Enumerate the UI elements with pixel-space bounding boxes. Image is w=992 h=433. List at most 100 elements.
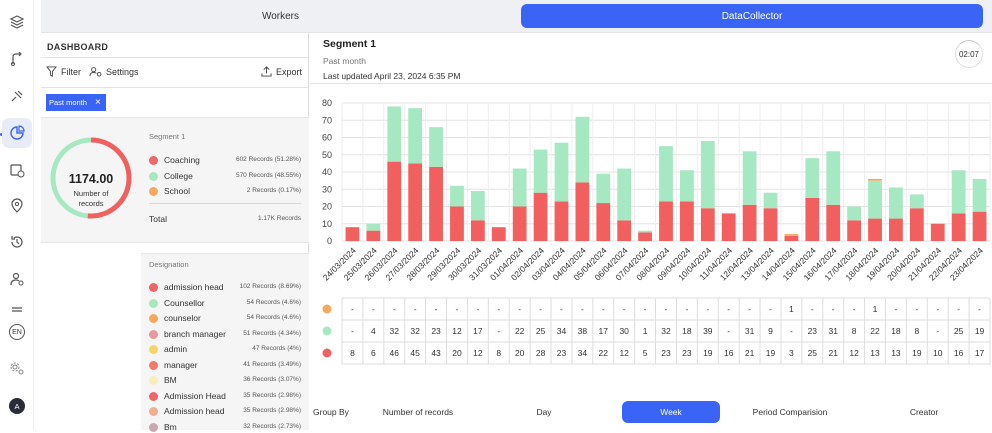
dashboard-panel: DASHBOARD Filter Settings Export Past mo… [41, 33, 309, 432]
table-cell: - [414, 304, 417, 314]
pen-tool-icon[interactable] [4, 83, 30, 109]
table-row-marker [322, 326, 332, 336]
bar-college [763, 192, 778, 209]
settings-button[interactable]: Settings [89, 66, 139, 77]
table-cell: 19 [912, 348, 922, 358]
table-cell: 12 [473, 348, 483, 358]
table-cell: 45 [410, 348, 420, 358]
table-cell: 1 [643, 326, 648, 336]
bar-college [596, 173, 611, 204]
table-cell: 16 [954, 348, 964, 358]
bar-coaching [868, 218, 882, 241]
bar-college [868, 180, 882, 219]
legend-name: College [164, 170, 193, 181]
donut-coaching [50, 137, 132, 219]
table-cell: 8 [852, 326, 857, 336]
language-button[interactable]: EN [4, 319, 30, 345]
bar-coaching [596, 203, 611, 241]
tab-datacollector[interactable]: DataCollector [521, 4, 983, 28]
refresh-timer[interactable]: 02:07 [955, 40, 983, 68]
divider [149, 203, 301, 204]
donut-chart: 1174.00 Number of records [49, 130, 133, 226]
legend-name: Bm [164, 421, 177, 432]
legend-swatch [149, 391, 158, 401]
bar-school [868, 178, 882, 181]
table-cell: - [769, 304, 772, 314]
chip-label: Past month [49, 98, 87, 107]
bar-college [951, 170, 966, 214]
designation-legend-row: BM 36 Records (3.07%) [149, 374, 301, 386]
y-tick-label: 30 [322, 184, 332, 194]
history-icon[interactable] [4, 229, 30, 255]
close-icon[interactable]: × [94, 97, 101, 108]
legend-name: Coaching [164, 155, 200, 165]
legend-swatch [149, 407, 158, 416]
table-cell: 19 [975, 326, 985, 336]
stacked-bar-chart: 0102030405060708024/03/202425/03/202426/… [321, 98, 991, 365]
bar-college [659, 146, 673, 202]
top-tab-bar: Workers DataCollector [41, 0, 992, 33]
table-cell: - [665, 304, 668, 314]
bar-college [889, 187, 903, 219]
gear-icon[interactable] [4, 355, 30, 381]
bar-coaching [429, 166, 443, 241]
designation-card: Designation admission head 102 Records (8… [141, 253, 309, 432]
list-icon[interactable] [4, 303, 30, 313]
group-day[interactable]: Day [536, 407, 552, 417]
bar-college [470, 190, 485, 221]
group-period-comparision[interactable]: Period Comparision [752, 407, 828, 417]
table-cell: - [351, 326, 354, 336]
table-cell: 28 [536, 348, 546, 358]
filter-button[interactable]: Filter [46, 66, 81, 77]
export-button[interactable]: Export [261, 66, 302, 77]
group-by-label: Group By [313, 407, 349, 417]
table-cell: - [456, 304, 459, 314]
bar-coaching [345, 227, 360, 241]
legend-name: Admission Head [164, 390, 226, 401]
bar-college [554, 142, 569, 202]
group-number-of-records[interactable]: Number of records [382, 407, 454, 417]
route-icon[interactable] [4, 46, 30, 72]
bar-coaching [554, 201, 569, 241]
table-cell: 22 [515, 326, 525, 336]
legend-value: 54 Records (4.6%) [246, 298, 301, 306]
group-week[interactable]: Week [622, 401, 720, 423]
filter-label: Filter [61, 66, 81, 77]
user-settings-icon[interactable] [4, 266, 30, 292]
legend-value: 36 Records (3.07%) [243, 376, 301, 383]
bar-college [533, 149, 548, 193]
bar-coaching [387, 161, 402, 241]
pie-chart-icon[interactable] [2, 118, 32, 148]
table-cell: - [581, 304, 584, 314]
bar-coaching [470, 220, 485, 241]
legend-swatch [149, 283, 158, 292]
settings-label: Settings [106, 66, 139, 77]
legend-value: 51 Records (4.34%) [243, 329, 301, 337]
table-cell: - [602, 304, 605, 314]
table-cell: 25 [808, 348, 818, 358]
tab-workers[interactable]: Workers [261, 11, 300, 22]
legend-name: branch manager [164, 328, 226, 339]
bar-college [742, 151, 757, 205]
table-row-marker [322, 348, 332, 358]
table-cell: 21 [828, 348, 838, 358]
table-cell: - [957, 304, 960, 314]
bar-college [638, 230, 652, 233]
calendar-clock-icon[interactable] [4, 157, 30, 183]
group-creator[interactable]: Creator [909, 407, 939, 417]
icon-rail: EN A [0, 0, 34, 430]
avatar[interactable]: A [4, 393, 30, 419]
legend-name: Admission head [164, 406, 225, 416]
language-label: EN [9, 324, 25, 340]
bar-college [429, 127, 443, 167]
location-settings-icon[interactable] [4, 193, 30, 219]
bar-college [387, 106, 402, 162]
bar-coaching [763, 208, 778, 241]
filter-chip[interactable]: Past month × [46, 94, 106, 111]
layers-icon[interactable] [4, 9, 30, 35]
table-cell: - [476, 304, 479, 314]
table-cell: 12 [452, 326, 462, 336]
bar-coaching [721, 213, 736, 241]
bar-coaching [512, 206, 527, 241]
table-cell: 8 [914, 326, 919, 336]
